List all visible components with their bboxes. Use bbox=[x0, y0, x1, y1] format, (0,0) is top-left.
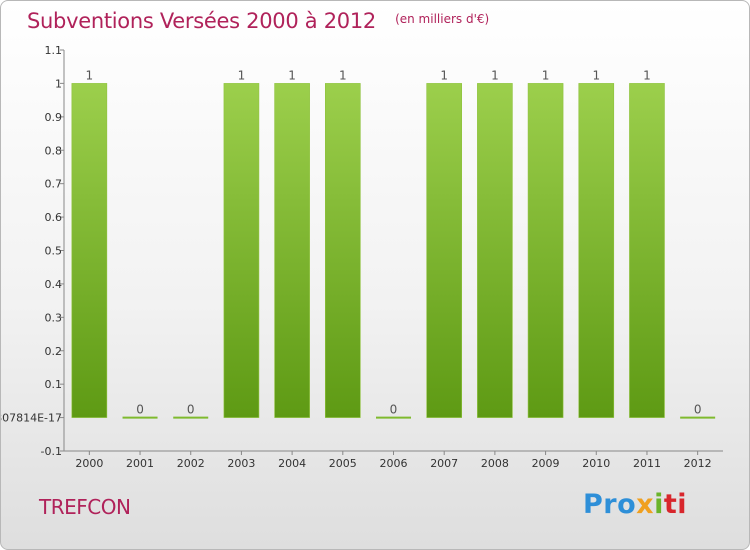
y-tick-label: 0.6 bbox=[45, 211, 63, 224]
logo-part-4: ti bbox=[663, 489, 688, 520]
y-tick-label: 0.7 bbox=[45, 178, 63, 191]
x-tick-label: 2004 bbox=[278, 457, 306, 470]
x-tick-label: 2010 bbox=[582, 457, 610, 470]
bar-value-label: 1 bbox=[238, 68, 246, 82]
bar-value-label: 0 bbox=[694, 403, 702, 417]
chart-subtitle: (en milliers d'€) bbox=[395, 12, 490, 26]
y-tick-label: 1.1 bbox=[45, 44, 63, 57]
x-tick-label: 2007 bbox=[430, 457, 458, 470]
y-tick-label: 0.2 bbox=[45, 345, 63, 358]
chart-title: Subventions Versées 2000 à 2012 bbox=[27, 9, 376, 33]
commune-name: TREFCON bbox=[39, 495, 131, 519]
bar-value-label: 0 bbox=[187, 403, 195, 417]
bar bbox=[477, 83, 513, 418]
y-tick-label: 0.1 bbox=[45, 378, 63, 391]
bar bbox=[325, 83, 361, 418]
bar-value-label: 1 bbox=[592, 68, 600, 82]
proxiti-logo: Proxiti bbox=[583, 489, 687, 520]
y-tick-label: 0.4 bbox=[45, 278, 63, 291]
title-block: Subventions Versées 2000 à 2012 (en mill… bbox=[27, 9, 489, 33]
y-tick-label: -0.1 bbox=[41, 445, 62, 458]
y-tick-label: 0.5 bbox=[45, 245, 63, 258]
bar-value-label: 1 bbox=[440, 68, 448, 82]
x-tick-label: 2009 bbox=[532, 457, 560, 470]
x-tick-label: 2003 bbox=[227, 457, 255, 470]
x-tick-label: 2005 bbox=[329, 457, 357, 470]
y-tick-label: 0.3 bbox=[45, 311, 63, 324]
bar bbox=[629, 83, 665, 418]
x-tick-label: 2000 bbox=[75, 457, 103, 470]
logo-part-3: i bbox=[654, 489, 664, 520]
bar-value-label: 1 bbox=[643, 68, 651, 82]
bar bbox=[223, 83, 260, 418]
bar bbox=[527, 83, 564, 418]
logo-part-1: Pro bbox=[583, 489, 637, 520]
plot-area: -0.1 1.3877787807814E-17 0.1 0.2 0.3 0.4 0.5 0.… bbox=[1, 44, 723, 470]
logo-part-2: x bbox=[636, 489, 655, 520]
bar-value-label: 1 bbox=[86, 68, 94, 82]
bar-value-label: 1 bbox=[542, 68, 550, 82]
bar-value-label: 1 bbox=[339, 68, 347, 82]
bar bbox=[578, 83, 615, 418]
x-tick-label: 2011 bbox=[633, 457, 661, 470]
bar-value-label: 0 bbox=[136, 403, 144, 417]
bar bbox=[426, 83, 462, 418]
x-tick-label: 2008 bbox=[481, 457, 509, 470]
y-tick-label: 0.8 bbox=[45, 144, 63, 157]
bar-value-label: 0 bbox=[390, 403, 398, 417]
x-tick-label: 2002 bbox=[177, 457, 205, 470]
bar-value-label: 1 bbox=[288, 68, 296, 82]
y-tick-label: 1 bbox=[55, 77, 62, 90]
x-tick-label: 2001 bbox=[126, 457, 154, 470]
x-tick-label: 2012 bbox=[684, 457, 712, 470]
bar bbox=[274, 83, 310, 418]
y-tick-label: 0.9 bbox=[45, 111, 63, 124]
y-tick-label: 1.3877787807814E-17 bbox=[1, 412, 62, 425]
bar-value-label: 1 bbox=[491, 68, 499, 82]
bar bbox=[71, 83, 108, 418]
x-tick-label: 2006 bbox=[380, 457, 408, 470]
